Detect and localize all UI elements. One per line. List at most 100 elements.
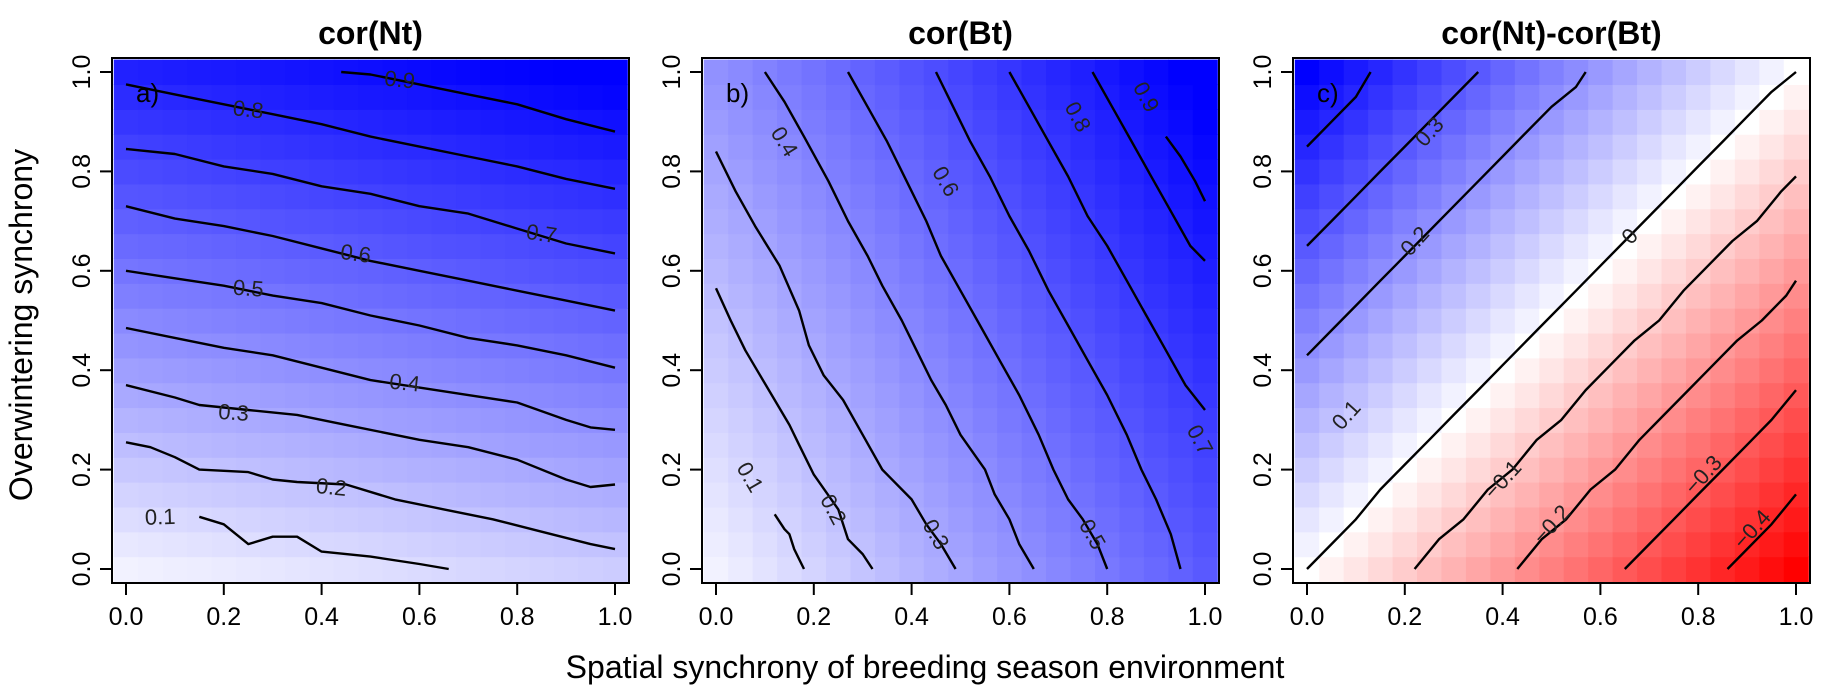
heatmap-cell [236,59,262,86]
heatmap-cell [1119,183,1145,210]
heatmap-cell [260,59,286,86]
heatmap-cell [1368,283,1394,309]
heatmap-cell [1070,457,1096,483]
heatmap-cell [578,134,604,160]
heatmap-cell [728,308,754,334]
heatmap-cell [1294,506,1320,533]
heatmap-cell [1783,208,1809,235]
heatmap-cell [578,382,604,409]
heatmap-cell [1368,506,1394,533]
heatmap-cell [578,59,604,86]
heatmap-cell [1441,308,1467,334]
heatmap-cell [1021,283,1047,309]
heatmap-cell [1168,183,1194,210]
heatmap-cell [236,506,262,533]
heatmap-cell [1783,407,1809,433]
heatmap-cell [1465,407,1491,433]
heatmap-cell [1563,134,1589,160]
heatmap-cell [456,158,482,185]
heatmap-cell [1759,357,1785,384]
heatmap-cell [309,84,335,110]
heatmap-cell [1539,283,1565,309]
heatmap-cell [1319,183,1345,210]
heatmap-cell [284,556,310,583]
heatmap-cell [1710,531,1736,558]
heatmap-cell [456,482,482,508]
heatmap-cell [923,432,949,458]
heatmap-cell [997,432,1023,458]
heatmap-cell [972,208,998,235]
heatmap-cell [480,407,506,433]
heatmap-cell [850,183,876,210]
heatmap-cell [874,432,900,458]
heatmap-cell [1046,382,1072,409]
heatmap-cell [948,158,974,185]
heatmap-cell [1343,482,1369,508]
contour-line [341,70,616,133]
x-tick-label: 1.0 [1188,603,1223,631]
heatmap-cell [972,382,998,409]
heatmap-cell [1046,109,1072,135]
heatmap-cell [1661,258,1687,284]
heatmap-cell [333,407,359,433]
x-axis-label: Spatial synchrony of breeding season env… [566,649,1285,685]
heatmap-cell [1612,357,1638,384]
heatmap-cells [1294,59,1809,583]
contour-label: 0.2 [315,473,348,501]
heatmap-cell [1119,308,1145,334]
heatmap-cell [1490,506,1516,533]
heatmap-cell [1588,258,1614,284]
heatmap-cell [826,183,852,210]
heatmap-cell [260,134,286,160]
heatmap-cell [874,308,900,334]
heatmap-cell [1070,357,1096,384]
heatmap-cell [1168,84,1194,110]
heatmap-cell [777,482,803,508]
heatmap-cell [553,283,579,309]
heatmap-cell [1588,457,1614,483]
heatmap-cell [850,208,876,235]
heatmap-cell [284,258,310,284]
heatmap-cell [1021,556,1047,583]
y-tick-label: 0.2 [68,452,96,487]
heatmap-cell [1685,432,1712,458]
heatmap-cell [138,283,164,309]
heatmap-cell [997,109,1023,135]
heatmap-cell [1563,556,1589,583]
heatmap-cell [407,432,433,458]
heatmap-cell [1319,506,1345,533]
heatmap-cell [1294,208,1320,235]
heatmap-cell [431,283,457,309]
heatmap-cell [1319,482,1345,508]
heatmap-cell [1192,432,1218,458]
heatmap-cell [456,407,482,433]
heatmap-cell [1685,556,1712,583]
heatmap-cell [1392,357,1418,384]
heatmap-cell [997,531,1023,558]
heatmap-cell [1710,183,1736,210]
heatmap-cell [728,556,754,583]
heatmap-cell [1094,531,1121,558]
heatmap-cell [1192,407,1218,433]
heatmap-cell [1539,432,1565,458]
heatmap-cell [1192,357,1218,384]
heatmap-cell [1563,482,1589,508]
heatmap-cell [1465,556,1491,583]
heatmap-cell [553,84,579,110]
heatmap-cell [529,357,555,384]
heatmap-cell [899,233,925,259]
heatmap-cell [480,457,506,483]
heatmap-cell [1710,258,1736,284]
heatmap-cell [431,407,457,433]
heatmap-cell [1392,332,1418,359]
heatmap-cell [260,432,286,458]
heatmap-cell [236,134,262,160]
heatmap-cell [1637,258,1663,284]
heatmap-cell [972,183,998,210]
heatmap-cell [1070,158,1096,185]
heatmap-cell [1417,457,1443,483]
heatmap-cell [1661,134,1687,160]
heatmap-cell [602,382,628,409]
heatmap-cell [211,506,237,533]
heatmap-cell [1783,258,1809,284]
